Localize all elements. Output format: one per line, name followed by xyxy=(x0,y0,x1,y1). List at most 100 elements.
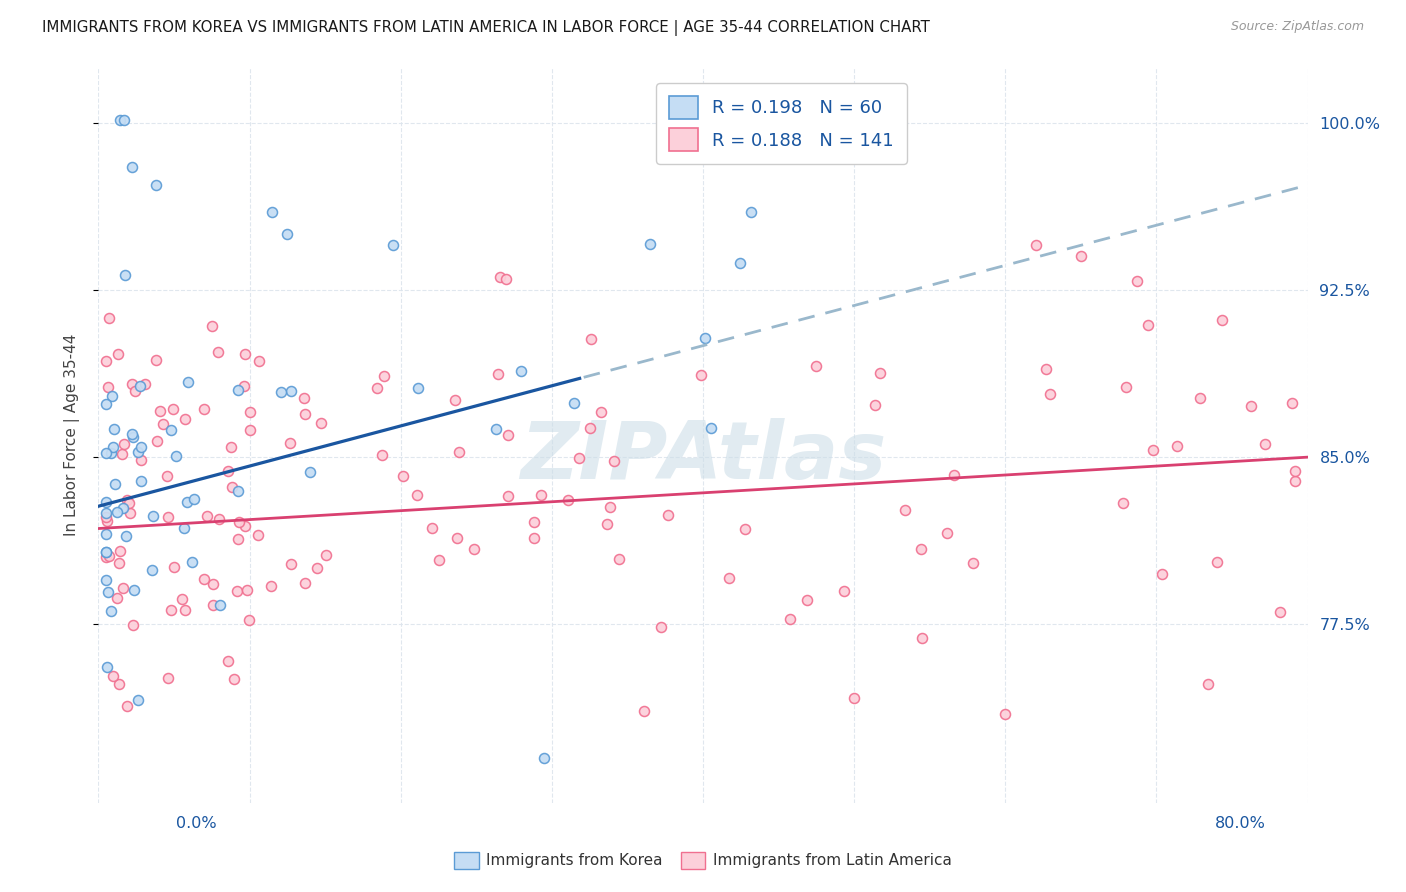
Point xyxy=(103,422,125,436)
Point xyxy=(142,508,165,523)
Point xyxy=(1268,605,1291,619)
Point xyxy=(262,205,284,219)
Point xyxy=(226,383,249,397)
Point xyxy=(523,531,546,545)
Point xyxy=(496,427,519,442)
Point xyxy=(485,422,508,436)
Point xyxy=(728,256,751,270)
Point xyxy=(145,178,167,192)
Point xyxy=(510,364,533,378)
Point xyxy=(893,503,915,517)
Point xyxy=(447,444,470,458)
Point xyxy=(105,591,128,605)
Point xyxy=(373,368,395,383)
Point xyxy=(717,571,740,585)
Point xyxy=(294,407,316,421)
Point xyxy=(156,509,179,524)
Point xyxy=(1197,677,1219,691)
Point xyxy=(174,412,197,426)
Point xyxy=(124,583,146,598)
Point xyxy=(107,347,129,361)
Point xyxy=(486,367,509,381)
Point xyxy=(165,449,187,463)
Point xyxy=(177,375,200,389)
Point xyxy=(496,489,519,503)
Text: IMMIGRANTS FROM KOREA VS IMMIGRANTS FROM LATIN AMERICA IN LABOR FORCE | AGE 35-4: IMMIGRANTS FROM KOREA VS IMMIGRANTS FROM… xyxy=(42,20,929,36)
Point xyxy=(176,495,198,509)
Point xyxy=(127,692,149,706)
Point xyxy=(270,385,292,400)
Point xyxy=(101,441,124,455)
Point xyxy=(108,113,131,128)
Point xyxy=(193,572,215,586)
Point xyxy=(94,354,117,368)
Point xyxy=(100,604,122,618)
Point xyxy=(145,352,167,367)
Legend: R = 0.198   N = 60, R = 0.188   N = 141: R = 0.198 N = 60, R = 0.188 N = 141 xyxy=(657,83,907,164)
Point xyxy=(121,160,143,174)
Point xyxy=(193,402,215,417)
Point xyxy=(1188,391,1211,405)
Point xyxy=(962,557,984,571)
Text: 0.0%: 0.0% xyxy=(176,816,217,831)
Point xyxy=(94,494,117,508)
Point xyxy=(121,377,143,392)
Point xyxy=(239,423,262,437)
Point xyxy=(299,465,322,479)
Point xyxy=(173,521,195,535)
Point xyxy=(693,331,716,345)
Point xyxy=(122,618,145,632)
Point xyxy=(173,603,195,617)
Point xyxy=(226,483,249,498)
Point xyxy=(276,227,298,241)
Point xyxy=(108,544,131,558)
Point xyxy=(110,447,132,461)
Point xyxy=(422,521,444,535)
Point xyxy=(112,500,135,515)
Point xyxy=(232,379,254,393)
Point xyxy=(1281,396,1303,410)
Point xyxy=(225,584,247,599)
Point xyxy=(406,381,429,395)
Point xyxy=(183,491,205,506)
Point xyxy=(740,204,762,219)
Point xyxy=(844,690,866,705)
Point xyxy=(280,436,302,450)
Point xyxy=(105,505,128,519)
Point xyxy=(523,515,546,529)
Point xyxy=(115,699,138,714)
Text: 80.0%: 80.0% xyxy=(1215,816,1265,831)
Text: Source: ZipAtlas.com: Source: ZipAtlas.com xyxy=(1230,20,1364,33)
Point xyxy=(633,704,655,718)
Point xyxy=(568,450,591,465)
Point xyxy=(124,384,146,398)
Point xyxy=(734,523,756,537)
Point xyxy=(129,474,152,488)
Point xyxy=(100,446,122,460)
Point xyxy=(201,577,224,591)
Point xyxy=(936,526,959,541)
Point xyxy=(366,381,388,395)
Point xyxy=(869,366,891,380)
Point xyxy=(1070,250,1092,264)
Point xyxy=(94,545,117,559)
Point xyxy=(1142,442,1164,457)
Point xyxy=(108,556,131,570)
Point xyxy=(162,402,184,417)
Point xyxy=(1166,439,1188,453)
Point xyxy=(1112,496,1135,510)
Point xyxy=(578,421,600,435)
Point xyxy=(172,592,194,607)
Point xyxy=(128,379,150,393)
Point xyxy=(650,620,672,634)
Point xyxy=(309,416,332,430)
Point xyxy=(657,508,679,522)
Point xyxy=(115,529,138,543)
Point xyxy=(863,398,886,412)
Point xyxy=(1115,380,1137,394)
Point xyxy=(201,318,224,333)
Point xyxy=(129,453,152,467)
Point xyxy=(121,430,143,444)
Point xyxy=(160,423,183,437)
Point xyxy=(233,347,256,361)
